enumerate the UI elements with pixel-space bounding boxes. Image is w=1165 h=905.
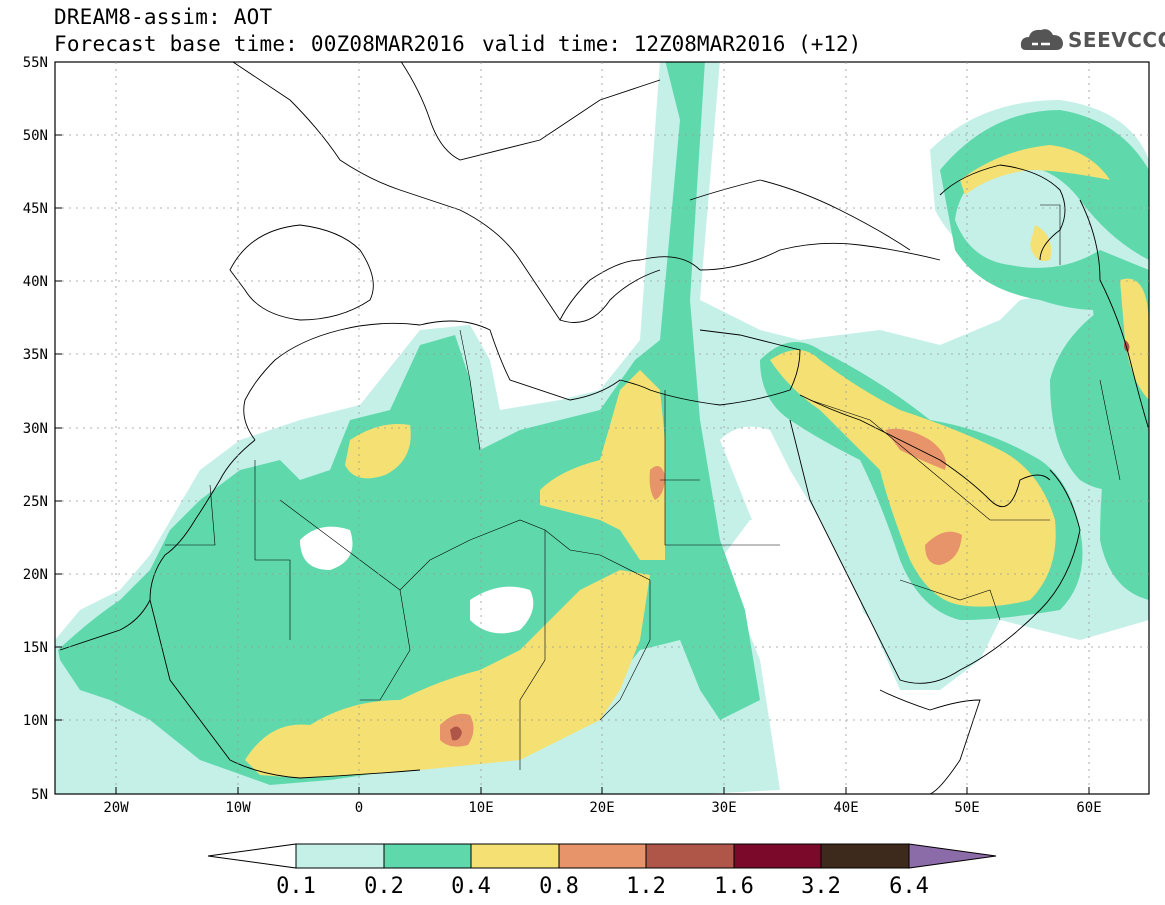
lon-label: 60E <box>1076 800 1101 816</box>
lat-label: 15N <box>23 640 48 656</box>
colorbar-segment <box>383 843 472 869</box>
lat-label: 25N <box>23 494 48 510</box>
colorbar-label: 0.8 <box>539 874 579 899</box>
latitude-labels: 55N 50N 45N 40N 35N 30N 25N 20N 15N 10N … <box>23 55 48 803</box>
lon-label: 20W <box>103 800 129 816</box>
lat-label: 55N <box>23 55 48 71</box>
aot-level-0.4 <box>245 145 1149 778</box>
lon-label: 50E <box>954 800 979 816</box>
colorbar-label: 1.2 <box>626 874 666 899</box>
lat-label: 30N <box>23 421 48 437</box>
colorbar-segment <box>470 843 560 869</box>
lat-label: 40N <box>23 274 48 290</box>
colorbar-label: 3.2 <box>801 874 841 899</box>
aot-level-0.8 <box>440 428 962 747</box>
lon-label: 10E <box>468 800 493 816</box>
colorbar-right-arrow <box>908 843 997 869</box>
colorbar-label: 0.2 <box>364 874 404 899</box>
aot-low-regions <box>300 426 880 740</box>
cloud-logo-icon <box>1020 29 1063 50</box>
colorbar-segment <box>645 843 735 869</box>
colorbar-label: 6.4 <box>889 874 929 899</box>
country-borders <box>165 204 1121 770</box>
colorbar-segment <box>820 843 910 869</box>
lon-label: 20E <box>589 800 614 816</box>
colorbar-label: 0.4 <box>451 874 491 899</box>
lat-label: 10N <box>23 713 48 729</box>
colorbar: 0.1 0.2 0.4 0.8 1.2 1.6 3.2 6.4 <box>207 843 997 899</box>
gridlines <box>55 62 1149 794</box>
lat-label: 35N <box>23 347 48 363</box>
colorbar-segment <box>295 843 385 869</box>
colorbar-segment <box>733 843 822 869</box>
lon-label: 30E <box>711 800 736 816</box>
colorbar-segment <box>558 843 647 869</box>
valid-time: valid time: 12Z08MAR2016 (+12) <box>482 32 862 56</box>
forecast-base-time: Forecast base time: 00Z08MAR2016 <box>54 32 465 56</box>
colorbar-label: 0.1 <box>276 874 316 899</box>
lon-label: 40E <box>833 800 858 816</box>
tick-marks <box>55 61 1090 794</box>
lon-label: 10W <box>225 800 251 816</box>
coastlines <box>59 62 1149 794</box>
seevccc-logo: SEEVCCC <box>1068 28 1165 52</box>
lat-label: 5N <box>31 787 48 803</box>
longitude-labels: 20W 10W 0 10E 20E 30E 40E 50E 60E <box>103 800 1101 816</box>
lat-label: 20N <box>23 567 48 583</box>
lat-label: 50N <box>23 128 48 144</box>
colorbar-label: 1.6 <box>714 874 754 899</box>
map-title: DREAM8-assim: AOT <box>54 5 273 29</box>
colorbar-left-arrow <box>207 843 297 869</box>
lat-label: 45N <box>23 201 48 217</box>
lon-label: 0 <box>355 800 363 816</box>
